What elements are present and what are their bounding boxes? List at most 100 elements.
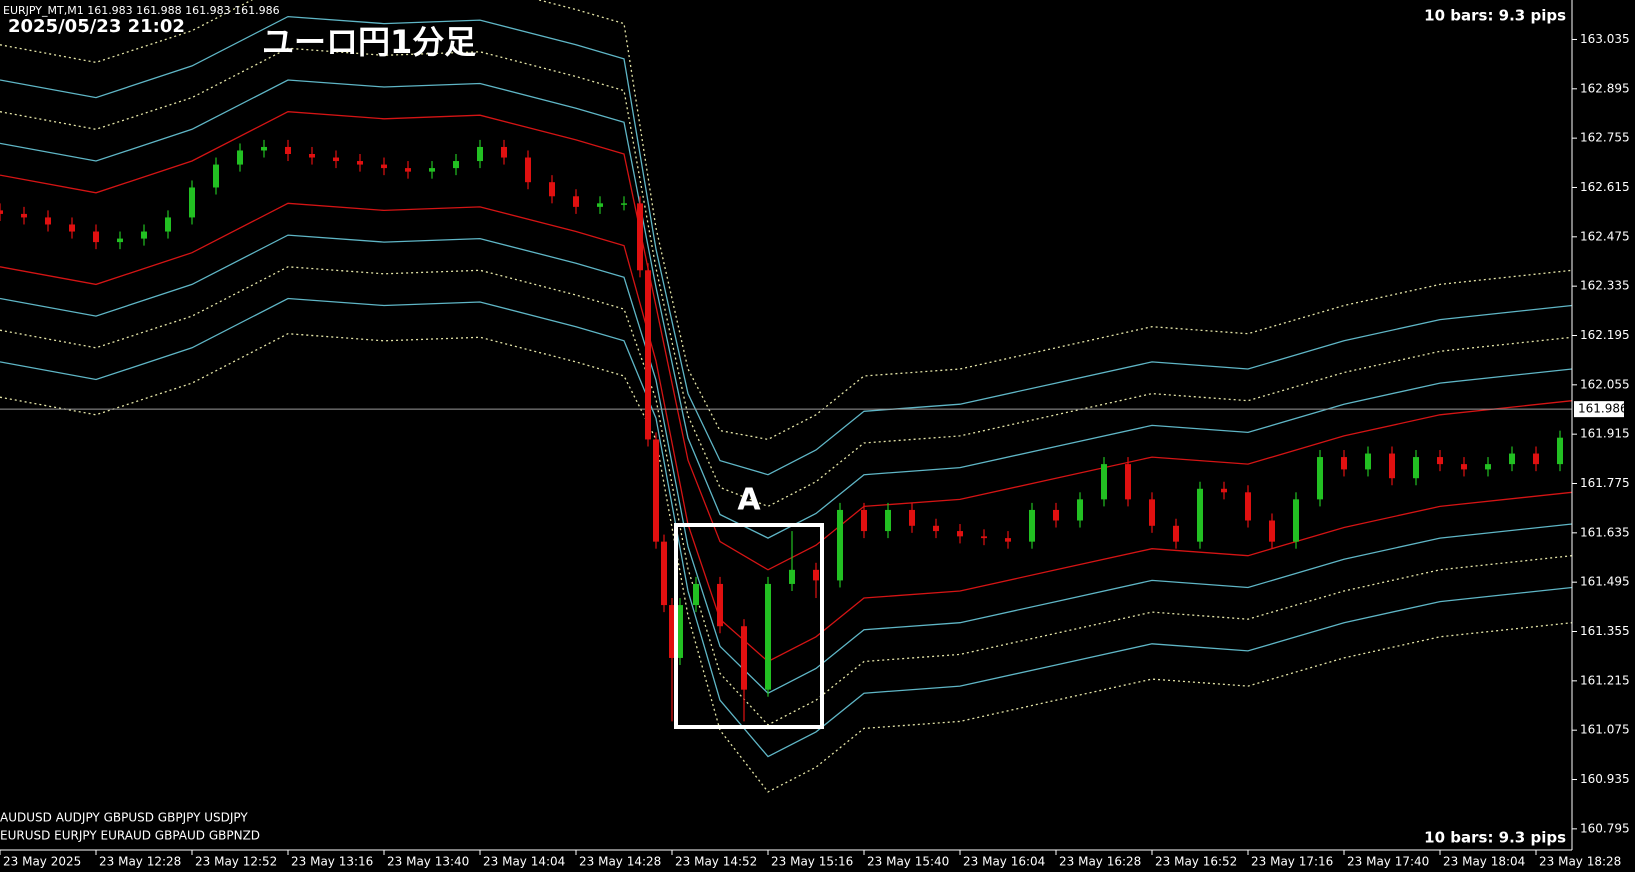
x-tick-label: 23 May 17:40 xyxy=(1347,855,1429,869)
current-price-box xyxy=(1574,401,1624,418)
candle-body xyxy=(813,569,819,581)
candle-body xyxy=(1341,457,1347,470)
band-line xyxy=(0,0,1572,441)
candle-body xyxy=(477,146,483,162)
candle-body xyxy=(669,605,675,658)
y-tick-label: 161.635 xyxy=(1580,525,1630,539)
candle-body xyxy=(405,168,411,172)
band-line xyxy=(0,297,1572,758)
x-tick-label: 23 May 15:16 xyxy=(771,855,853,869)
candle-body xyxy=(1485,464,1491,470)
candle-body xyxy=(141,231,147,239)
candle-body xyxy=(165,217,171,232)
candle-body xyxy=(1533,453,1539,465)
candle-body xyxy=(693,583,699,606)
candle-body xyxy=(621,203,627,205)
x-tick-label: 23 May 16:28 xyxy=(1059,855,1141,869)
candle-body xyxy=(957,531,963,537)
datetime: 2025/05/23 21:02 xyxy=(8,16,185,37)
current-price-label: 161.986 xyxy=(1578,402,1628,416)
candle-body xyxy=(1173,525,1179,542)
candle-body xyxy=(213,164,219,188)
candle-body xyxy=(1197,488,1203,542)
candle-body xyxy=(1149,499,1155,526)
candle-body xyxy=(1557,437,1563,465)
band-line xyxy=(0,111,1572,571)
chart-title: ユーロ円1分足 xyxy=(262,23,476,61)
candle-body xyxy=(1269,520,1275,542)
band-line xyxy=(0,79,1572,539)
candle-body xyxy=(653,439,659,542)
x-tick-label: 23 May 12:52 xyxy=(195,855,277,869)
info-bottom: 10 bars: 9.3 pips xyxy=(1424,829,1566,847)
band-line xyxy=(0,234,1572,694)
candle-body xyxy=(261,146,267,151)
candle-body xyxy=(1053,509,1059,521)
candle-body xyxy=(885,509,891,532)
candle-body xyxy=(573,196,579,207)
x-tick-label: 23 May 2025 xyxy=(3,855,81,869)
candle-body xyxy=(637,203,643,271)
candle-body xyxy=(1029,509,1035,542)
x-tick-label: 23 May 14:52 xyxy=(675,855,757,869)
y-tick-label: 160.795 xyxy=(1580,821,1630,835)
candle-body xyxy=(549,182,555,197)
candle-body xyxy=(189,187,195,218)
x-tick-label: 23 May 16:04 xyxy=(963,855,1045,869)
candle-body xyxy=(453,161,459,169)
candle-body xyxy=(1221,488,1227,493)
info-top: 10 bars: 9.3 pips xyxy=(1424,7,1566,25)
candle-body xyxy=(1389,453,1395,479)
plot-area xyxy=(0,0,1572,793)
x-tick-label: 23 May 18:04 xyxy=(1443,855,1525,869)
x-tick-label: 23 May 13:16 xyxy=(291,855,373,869)
candle-body xyxy=(1437,457,1443,465)
candle-body xyxy=(333,157,339,162)
candle-body xyxy=(525,157,531,183)
x-tick-label: 23 May 13:40 xyxy=(387,855,469,869)
candle-body xyxy=(1005,538,1011,542)
candle-body xyxy=(861,509,867,532)
band-line xyxy=(0,266,1572,726)
candle-body xyxy=(501,146,507,158)
y-tick-label: 162.755 xyxy=(1580,131,1630,145)
candle-body xyxy=(789,569,795,584)
candle-body xyxy=(45,217,51,225)
candle-body xyxy=(1245,492,1251,521)
candle-body xyxy=(1413,457,1419,479)
candle-body xyxy=(765,583,771,690)
candle-body xyxy=(237,150,243,165)
y-tick-label: 161.915 xyxy=(1580,427,1630,441)
y-tick-label: 163.035 xyxy=(1580,32,1630,46)
candle-body xyxy=(1101,464,1107,500)
candle-body xyxy=(741,626,747,690)
symbol-list: AUDUSD AUDJPY GBPUSD GBPJPY USDJPY xyxy=(0,811,248,825)
x-tick-label: 23 May 12:28 xyxy=(99,855,181,869)
candle-body xyxy=(933,525,939,532)
candle-body xyxy=(597,203,603,207)
candle-body xyxy=(0,210,3,214)
y-tick-label: 162.615 xyxy=(1580,180,1630,194)
y-tick-label: 161.075 xyxy=(1580,723,1630,737)
y-tick-label: 162.195 xyxy=(1580,328,1630,342)
x-tick-label: 23 May 17:16 xyxy=(1251,855,1333,869)
candle-body xyxy=(117,238,123,243)
y-tick-label: 161.495 xyxy=(1580,575,1630,589)
y-tick-label: 162.475 xyxy=(1580,229,1630,243)
candle-body xyxy=(717,583,723,627)
candle-body xyxy=(1125,464,1131,500)
x-tick-label: 23 May 14:28 xyxy=(579,855,661,869)
candle-body xyxy=(21,213,27,218)
y-tick-label: 162.335 xyxy=(1580,279,1630,293)
candle-body xyxy=(909,509,915,526)
y-tick-label: 161.775 xyxy=(1580,476,1630,490)
candle-body xyxy=(285,146,291,155)
symbol-list: EURUSD EURJPY EURAUD GBPAUD GBPNZD xyxy=(0,829,260,843)
candle-body xyxy=(69,224,75,232)
candle-body xyxy=(981,536,987,539)
annotation-label: A xyxy=(737,483,761,518)
candle-body xyxy=(1365,453,1371,470)
x-tick-label: 23 May 14:04 xyxy=(483,855,565,869)
candle-body xyxy=(1077,499,1083,521)
